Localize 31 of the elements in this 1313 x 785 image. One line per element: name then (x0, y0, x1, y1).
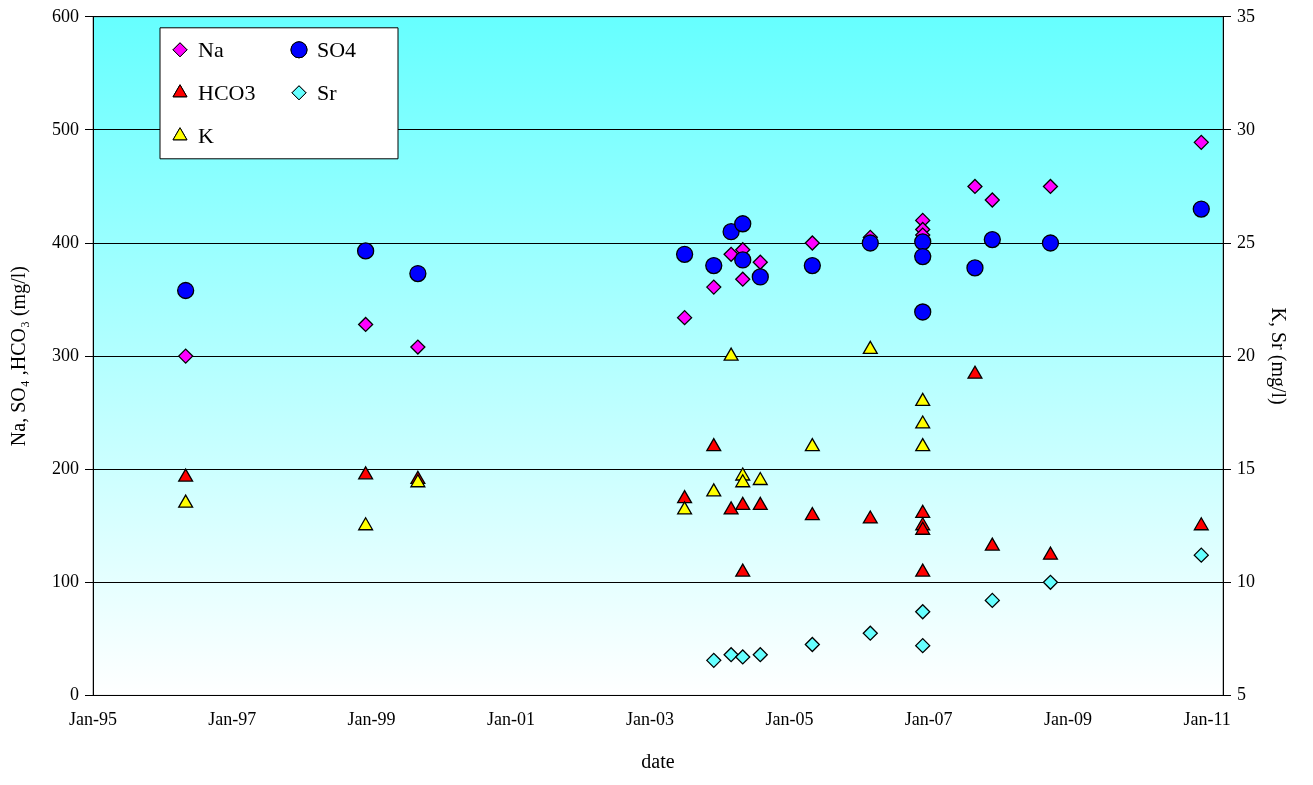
legend-label: HCO3 (198, 79, 256, 105)
y2-tick-label: 10 (1237, 571, 1255, 592)
y-tick-label: 100 (52, 571, 79, 592)
y-tick-label: 0 (70, 684, 79, 705)
x-tick-label: Jan-99 (347, 708, 396, 729)
y2-tick-label: 25 (1237, 231, 1255, 252)
x-tick-label: Jan-97 (208, 708, 257, 729)
y2-tick-label: 30 (1237, 118, 1255, 139)
y2-tick-label: 35 (1237, 5, 1255, 26)
y-tick-label: 300 (52, 344, 79, 365)
x-tick-label: Jan-09 (1044, 708, 1092, 729)
y-tick-label: 500 (52, 118, 79, 139)
legend-label: Na (198, 36, 224, 62)
x-tick-label: Jan-07 (904, 708, 953, 729)
x-tick-label: Jan-05 (765, 708, 814, 729)
x-tick-label: Jan-11 (1183, 708, 1231, 729)
x-axis-title: date (641, 750, 675, 773)
x-tick-label: Jan-01 (486, 708, 535, 729)
legend-label: SO4 (317, 36, 357, 62)
legend-label: K (198, 122, 214, 148)
y2-tick-label: 20 (1237, 344, 1255, 365)
y2-tick-label: 5 (1237, 684, 1246, 705)
y-axis-title: Na, SO₄ ,HCO₃ (mg/l) (7, 266, 31, 447)
x-tick-label: Jan-03 (626, 708, 675, 729)
y2-tick-label: 15 (1237, 457, 1255, 478)
y-tick-label: 600 (52, 5, 79, 26)
y-tick-label: 400 (52, 231, 79, 252)
y-tick-label: 200 (52, 457, 79, 478)
y2-axis-title: K, Sr (mg/l) (1266, 307, 1290, 405)
x-tick-label: Jan-95 (69, 708, 117, 729)
legend-label: Sr (317, 79, 338, 105)
